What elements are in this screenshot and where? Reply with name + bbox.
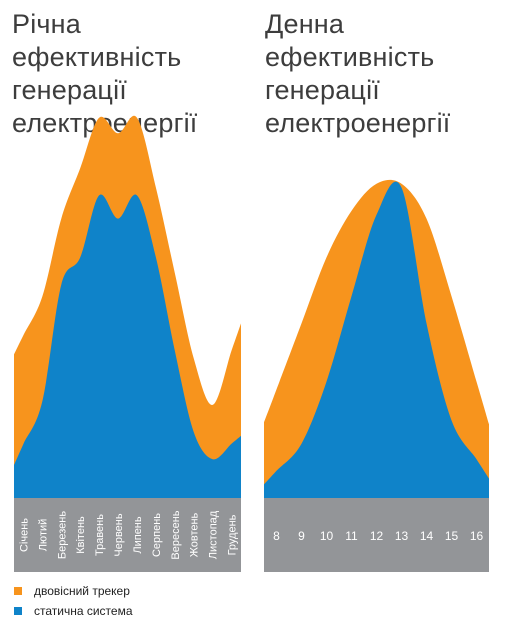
daily-chart-title: Денна ефективність генерації електроенер… xyxy=(265,9,451,138)
x-tick-label: 8 xyxy=(273,529,280,543)
x-tick-label: 15 xyxy=(445,529,459,543)
x-tick-label: Серпень xyxy=(151,513,163,557)
legend-item-static: статична система xyxy=(14,601,133,621)
x-tick-label: Жовтень xyxy=(189,512,201,557)
x-tick-label: 14 xyxy=(420,529,434,543)
x-tick-label: Червень xyxy=(113,513,125,556)
legend-label-tracker: двовісний трекер xyxy=(34,584,130,598)
x-axis-band xyxy=(264,498,489,572)
x-tick-label: Вересень xyxy=(170,510,182,559)
x-tick-label: Лютий xyxy=(37,519,49,552)
annual-chart-title: Річна ефективність генерації електроенер… xyxy=(12,9,197,138)
legend-label-static: статична система xyxy=(34,604,133,618)
legend: двовісний трекер статична система xyxy=(14,581,133,621)
area-series-static xyxy=(14,194,241,499)
x-tick-label: 10 xyxy=(320,529,334,543)
x-tick-label: Січень xyxy=(18,518,30,552)
legend-item-tracker: двовісний трекер xyxy=(14,581,133,601)
x-tick-label: 12 xyxy=(370,529,384,543)
daily-chart: 8 9 10 11 12 13 14 15 16 xyxy=(264,179,489,572)
x-tick-label: 11 xyxy=(345,529,358,543)
x-axis-band xyxy=(14,498,241,572)
annual-chart: Січень Лютий Березень Квітень Травень Червень… xyxy=(14,115,241,572)
x-tick-label: Липень xyxy=(132,516,144,554)
x-tick-label: 16 xyxy=(470,529,484,543)
x-tick-label: Грудень xyxy=(227,514,239,555)
area-series-static xyxy=(264,181,489,498)
x-tick-label: Травень xyxy=(94,514,106,556)
x-tick-label: Листопад xyxy=(208,510,220,559)
x-tick-label: 9 xyxy=(298,529,305,543)
x-tick-label: Березень xyxy=(56,511,68,559)
legend-swatch-static xyxy=(14,607,22,615)
legend-swatch-tracker xyxy=(14,587,22,595)
x-tick-label: Квітень xyxy=(75,516,87,554)
x-tick-label: 13 xyxy=(395,529,409,543)
